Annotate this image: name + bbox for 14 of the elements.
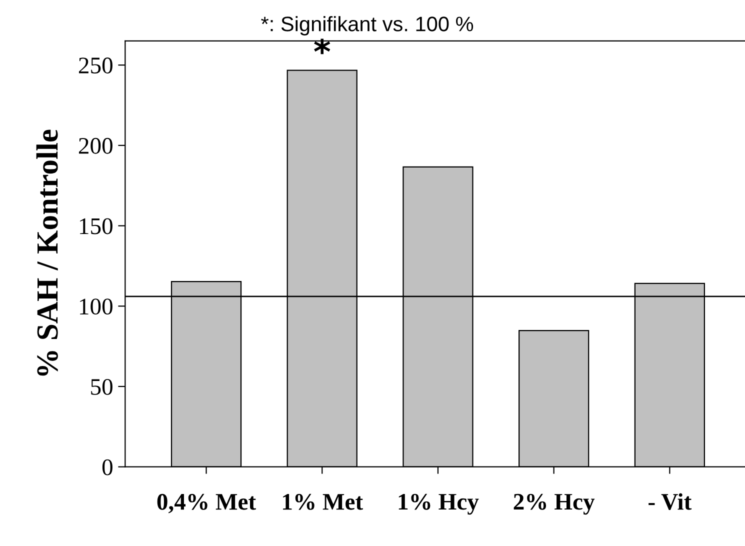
x-tick-label: 0,4% Met [157, 494, 256, 514]
x-tick-label: 1% Hcy [398, 494, 479, 515]
y-axis-title: % SAH / Kontrolle [36, 130, 58, 376]
y-tick-label: 200 [78, 138, 112, 154]
x-tick-label: 2% Hcy [514, 494, 595, 515]
y-tick-label: 0 [102, 459, 112, 476]
x-tick-label: 1% Met [283, 494, 363, 510]
x-tick-label: - Vit [648, 493, 692, 510]
y-tick-label: 50 [91, 378, 112, 395]
text: *: Signifikant vs. 100 % [261, 16, 474, 36]
annotation: * [314, 38, 330, 54]
y-tick-label: 150 [80, 218, 112, 234]
y-tick-label: 100 [80, 298, 112, 315]
y-tick-label: 250 [78, 58, 112, 74]
